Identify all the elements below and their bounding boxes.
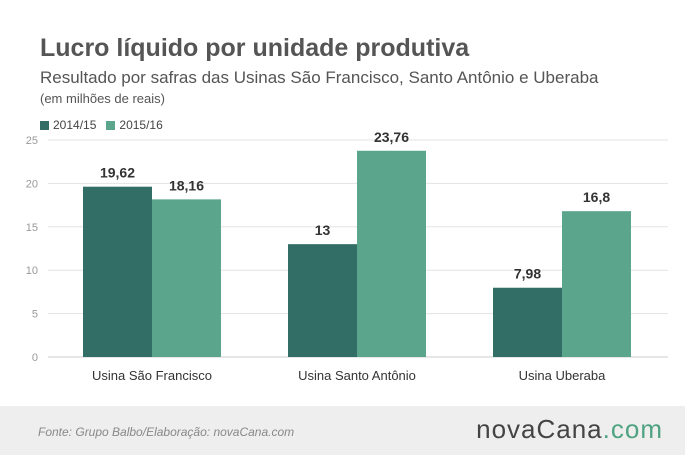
unit-note: (em milhões de reais): [40, 91, 165, 106]
legend-swatch-2015-16: [106, 120, 116, 130]
data-label-2014-15-1: 13: [315, 222, 331, 238]
brand-suffix: .com: [602, 414, 663, 444]
legend-label-2014-15: 2014/15: [53, 118, 97, 132]
y-tick-label-25: 25: [26, 135, 38, 147]
category-label-0: Usina São Francisco: [92, 368, 212, 383]
bar-2015-16-1: [357, 150, 426, 357]
data-label-2015-16-1: 23,76: [374, 129, 409, 145]
y-tick-label-20: 20: [26, 178, 38, 190]
bar-chart: 0 5 10 15 20 25 19,62 18,16 Usina São Francisco 1…: [26, 129, 668, 383]
bar-2014-15-1: [288, 244, 357, 357]
legend-item-2015-16: 2015/16: [106, 118, 163, 132]
legend-label-2015-16: 2015/16: [119, 118, 163, 132]
chart-title: Lucro líquido por unidade produtiva: [40, 34, 470, 62]
source-note: Fonte: Grupo Balbo/Elaboração: novaCana.…: [38, 425, 295, 439]
bar-2014-15-2: [493, 287, 562, 357]
legend-item-2014-15: 2014/15: [40, 118, 96, 132]
y-tick-label-15: 15: [26, 222, 38, 234]
data-label-2014-15-2: 7,98: [514, 266, 541, 282]
bar-2015-16-2: [562, 211, 631, 357]
y-tick-label-10: 10: [26, 265, 38, 277]
brand-logo: novaCana.com: [476, 414, 663, 445]
category-label-2: Usina Uberaba: [519, 368, 606, 383]
data-label-2015-16-2: 16,8: [583, 189, 610, 205]
category-label-1: Usina Santo Antônio: [298, 368, 416, 383]
bar-2015-16-0: [152, 199, 221, 357]
bar-2014-15-0: [83, 186, 152, 357]
y-tick-label-0: 0: [32, 352, 38, 364]
y-tick-label-5: 5: [32, 309, 38, 321]
data-label-2014-15-0: 19,62: [100, 165, 135, 181]
legend: 2014/15 2015/16: [40, 118, 173, 132]
legend-swatch-2014-15: [40, 120, 49, 130]
brand-main: novaCana: [476, 414, 603, 444]
data-label-2015-16-0: 18,16: [169, 177, 204, 193]
footer: Fonte: Grupo Balbo/Elaboração: novaCana.…: [0, 406, 685, 455]
chart-subtitle: Resultado por safras das Usinas São Fran…: [40, 68, 599, 87]
